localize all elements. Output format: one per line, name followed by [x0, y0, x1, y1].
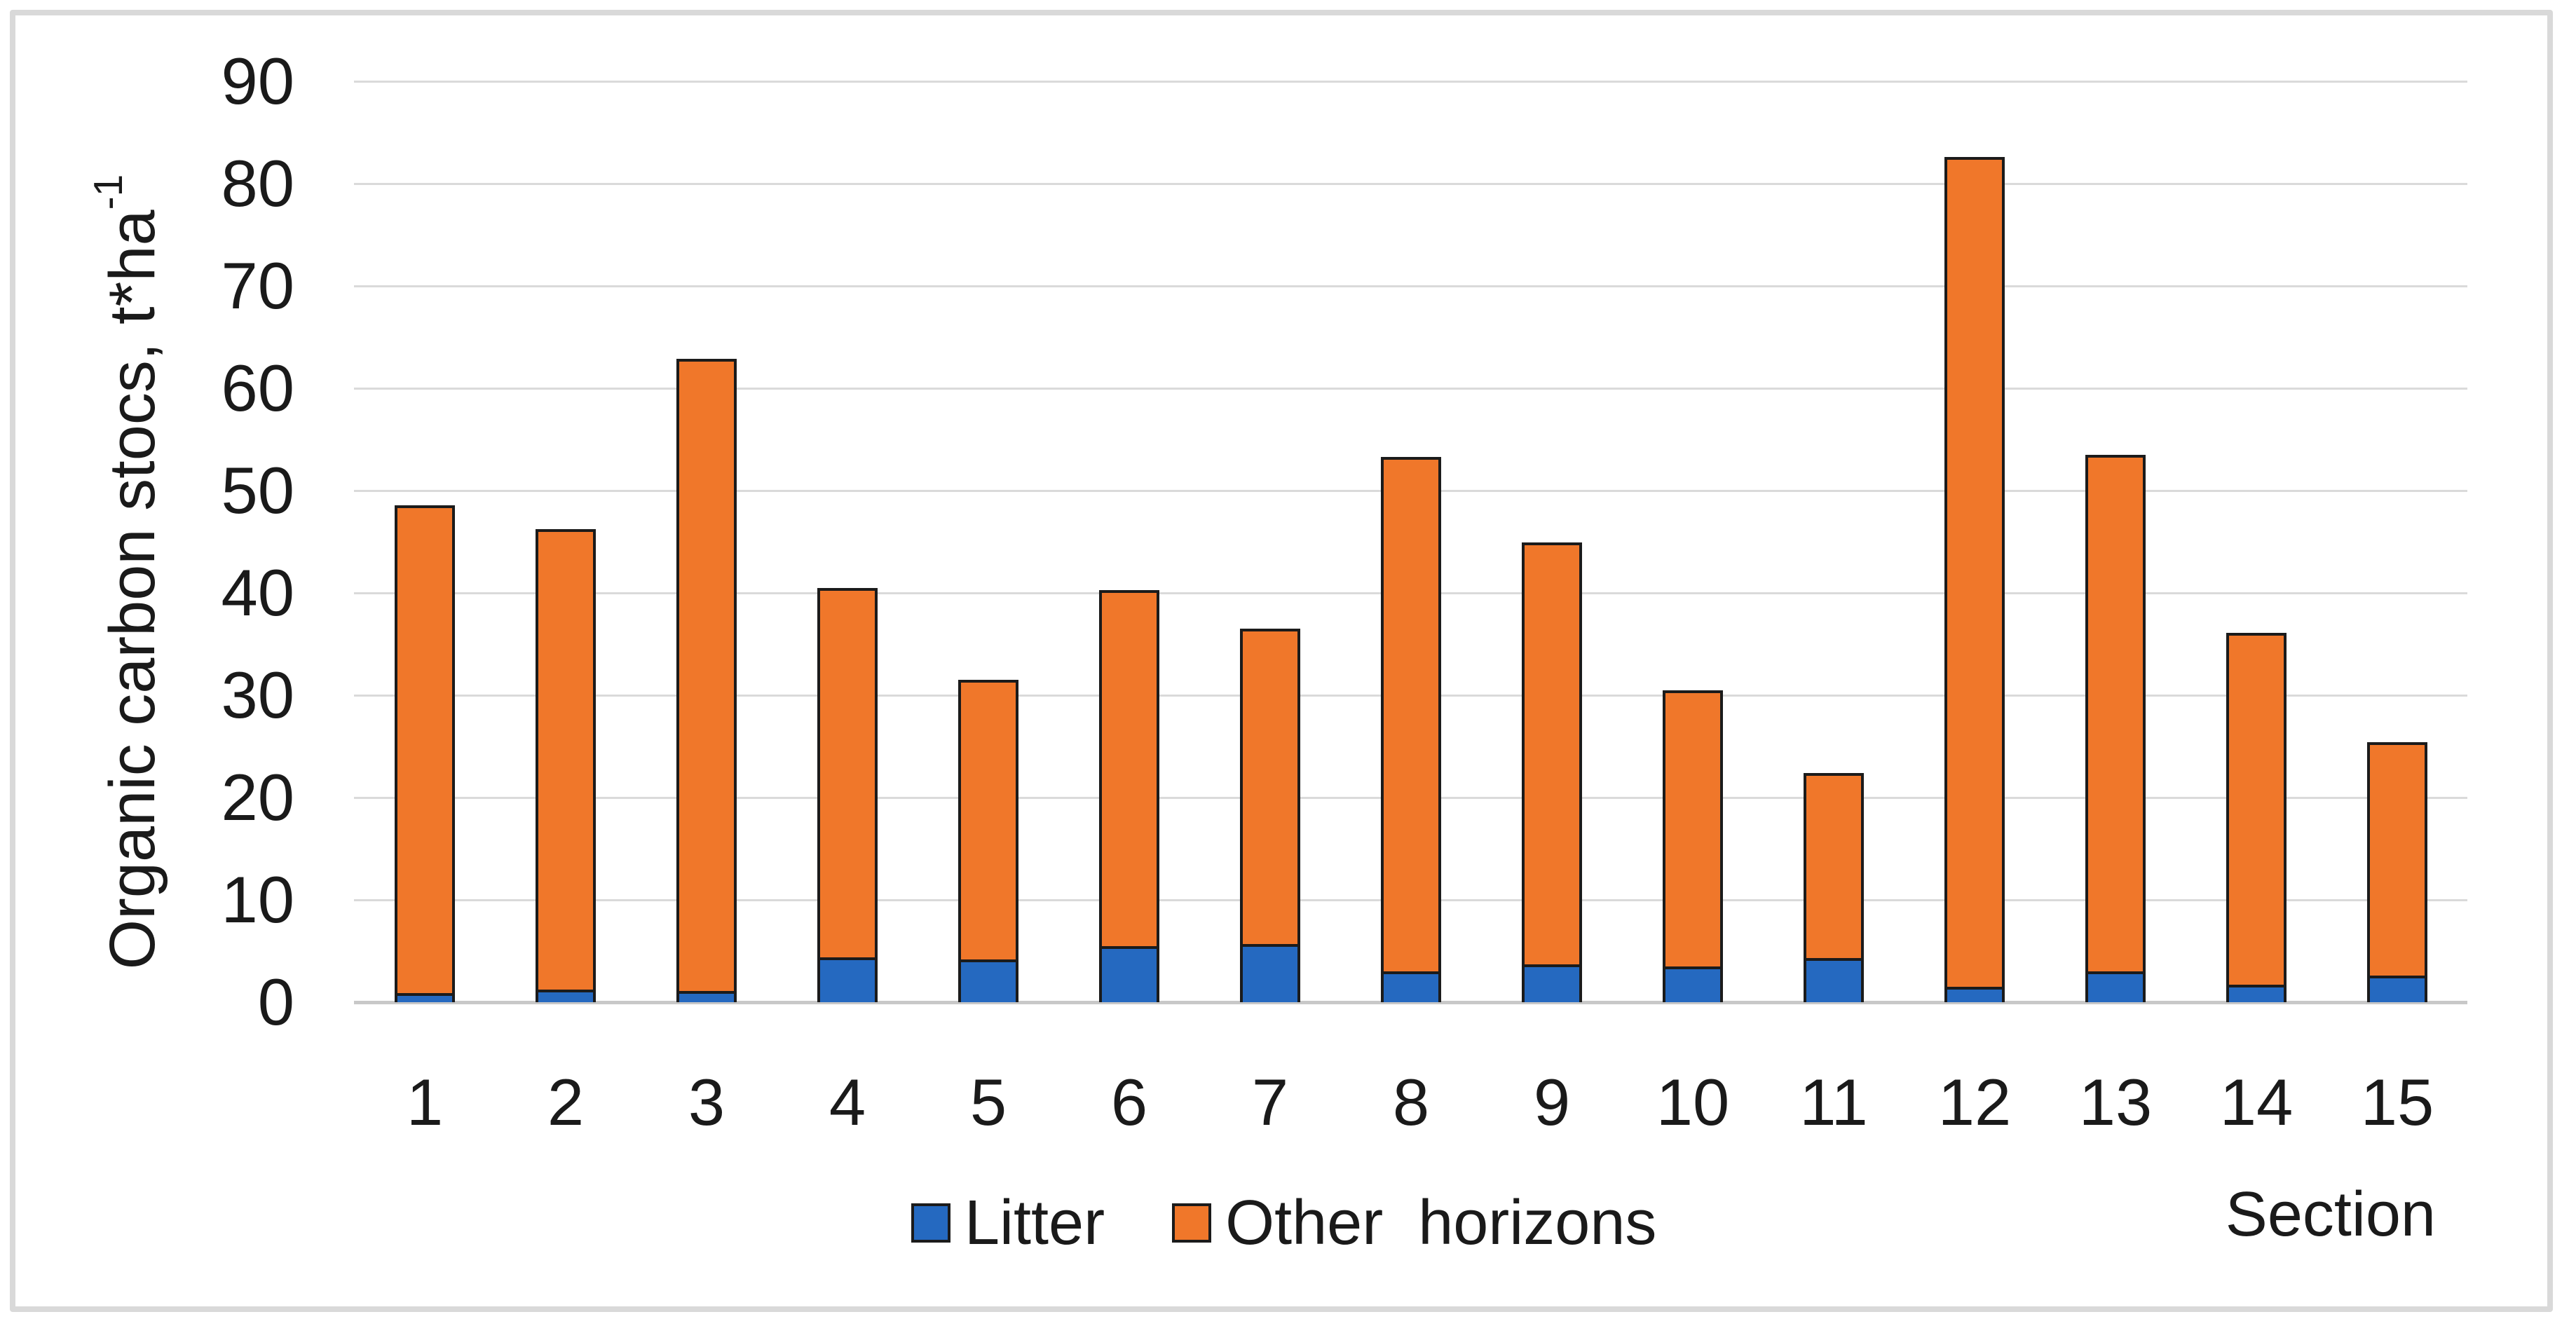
bar-segment-other-horizons-3 — [676, 359, 737, 991]
other-horizons-swatch-icon — [1172, 1203, 1212, 1243]
bar-segment-litter-11 — [1804, 958, 1864, 1002]
bar-segment-other-horizons-14 — [2226, 633, 2287, 985]
bar-segment-other-horizons-13 — [2085, 455, 2146, 971]
legend-label-other-horizons: Other horizons — [1225, 1187, 1657, 1258]
litter-swatch-icon — [911, 1203, 950, 1243]
x-tick-label-7: 7 — [1251, 1065, 1289, 1139]
bar-segment-other-horizons-2 — [536, 529, 596, 990]
x-axis-line — [354, 1001, 2467, 1004]
x-tick-label-15: 15 — [2360, 1065, 2434, 1139]
legend-item-other-horizons: Other horizons — [1172, 1187, 1656, 1259]
bar-section-7 — [1240, 629, 1300, 1002]
x-tick-label-11: 11 — [1799, 1065, 1868, 1139]
bar-segment-litter-4 — [817, 957, 878, 1002]
bar-segment-other-horizons-10 — [1663, 690, 1723, 966]
y-tick-label-90: 90 — [221, 44, 294, 118]
bar-segment-litter-2 — [536, 990, 596, 1002]
bar-segment-other-horizons-7 — [1240, 629, 1300, 944]
bar-segment-litter-12 — [1944, 987, 2005, 1002]
bar-section-15 — [2367, 742, 2427, 1002]
bar-section-10 — [1663, 690, 1723, 1002]
legend-item-litter: Litter — [911, 1187, 1105, 1259]
x-tick-label-4: 4 — [829, 1065, 866, 1139]
bar-section-14 — [2226, 633, 2287, 1002]
legend: Litter Other horizons — [911, 1179, 1656, 1267]
bar-segment-litter-8 — [1381, 971, 1441, 1002]
x-tick-label-8: 8 — [1392, 1065, 1430, 1139]
x-tick-label-9: 9 — [1533, 1065, 1571, 1139]
bar-segment-litter-13 — [2085, 971, 2146, 1002]
x-tick-label-6: 6 — [1110, 1065, 1148, 1139]
bar-segment-other-horizons-11 — [1804, 773, 1864, 958]
y-tick-label-40: 40 — [221, 556, 294, 629]
y-tick-label-60: 60 — [221, 351, 294, 425]
y-tick-label-80: 80 — [221, 146, 294, 220]
bar-segment-litter-6 — [1099, 946, 1159, 1002]
bar-segment-other-horizons-6 — [1099, 590, 1159, 946]
bar-segment-litter-3 — [676, 991, 737, 1002]
plot-area — [354, 56, 2467, 1004]
bar-section-2 — [536, 529, 596, 1002]
bar-section-5 — [958, 680, 1018, 1002]
y-tick-label-30: 30 — [221, 658, 294, 732]
bar-segment-litter-15 — [2367, 976, 2427, 1002]
x-tick-label-10: 10 — [1656, 1065, 1730, 1139]
y-tick-label-70: 70 — [221, 249, 294, 322]
y-tick-label-10: 10 — [221, 863, 294, 936]
x-tick-label-12: 12 — [1937, 1065, 2012, 1139]
x-tick-label-1: 1 — [406, 1065, 444, 1139]
y-tick-label-0: 0 — [257, 965, 294, 1039]
gridline-60 — [354, 388, 2467, 390]
x-tick-label-14: 14 — [2219, 1065, 2294, 1139]
bar-segment-other-horizons-9 — [1522, 542, 1582, 964]
bar-segment-other-horizons-4 — [817, 588, 878, 957]
bar-section-11 — [1804, 773, 1864, 1002]
bar-section-1 — [395, 505, 455, 1002]
bar-section-8 — [1381, 457, 1441, 1002]
gridline-70 — [354, 285, 2467, 287]
x-tick-label-5: 5 — [969, 1065, 1007, 1139]
bar-segment-litter-14 — [2226, 985, 2287, 1002]
bar-segment-other-horizons-1 — [395, 505, 455, 993]
x-tick-label-3: 3 — [688, 1065, 725, 1139]
bar-segment-other-horizons-8 — [1381, 457, 1441, 971]
bar-section-6 — [1099, 590, 1159, 1002]
bar-section-4 — [817, 588, 878, 1002]
bar-segment-litter-9 — [1522, 964, 1582, 1002]
x-tick-label-13: 13 — [2078, 1065, 2153, 1139]
bar-segment-other-horizons-5 — [958, 680, 1018, 959]
y-tick-label-50: 50 — [221, 453, 294, 527]
bar-segment-other-horizons-15 — [2367, 742, 2427, 976]
bar-segment-other-horizons-12 — [1944, 157, 2005, 987]
y-tick-label-20: 20 — [221, 760, 294, 834]
bar-section-13 — [2085, 455, 2146, 1002]
gridline-90 — [354, 81, 2467, 83]
bar-segment-litter-10 — [1663, 966, 1723, 1002]
gridline-80 — [354, 183, 2467, 185]
x-axis-title: Section — [2225, 1180, 2436, 1250]
bar-section-3 — [676, 359, 737, 1002]
legend-label-litter: Litter — [965, 1187, 1105, 1258]
bar-segment-litter-7 — [1240, 944, 1300, 1002]
bar-section-9 — [1522, 542, 1582, 1002]
bar-segment-litter-1 — [395, 993, 455, 1002]
bar-section-12 — [1944, 157, 2005, 1002]
bar-segment-litter-5 — [958, 959, 1018, 1002]
x-tick-label-2: 2 — [547, 1065, 585, 1139]
